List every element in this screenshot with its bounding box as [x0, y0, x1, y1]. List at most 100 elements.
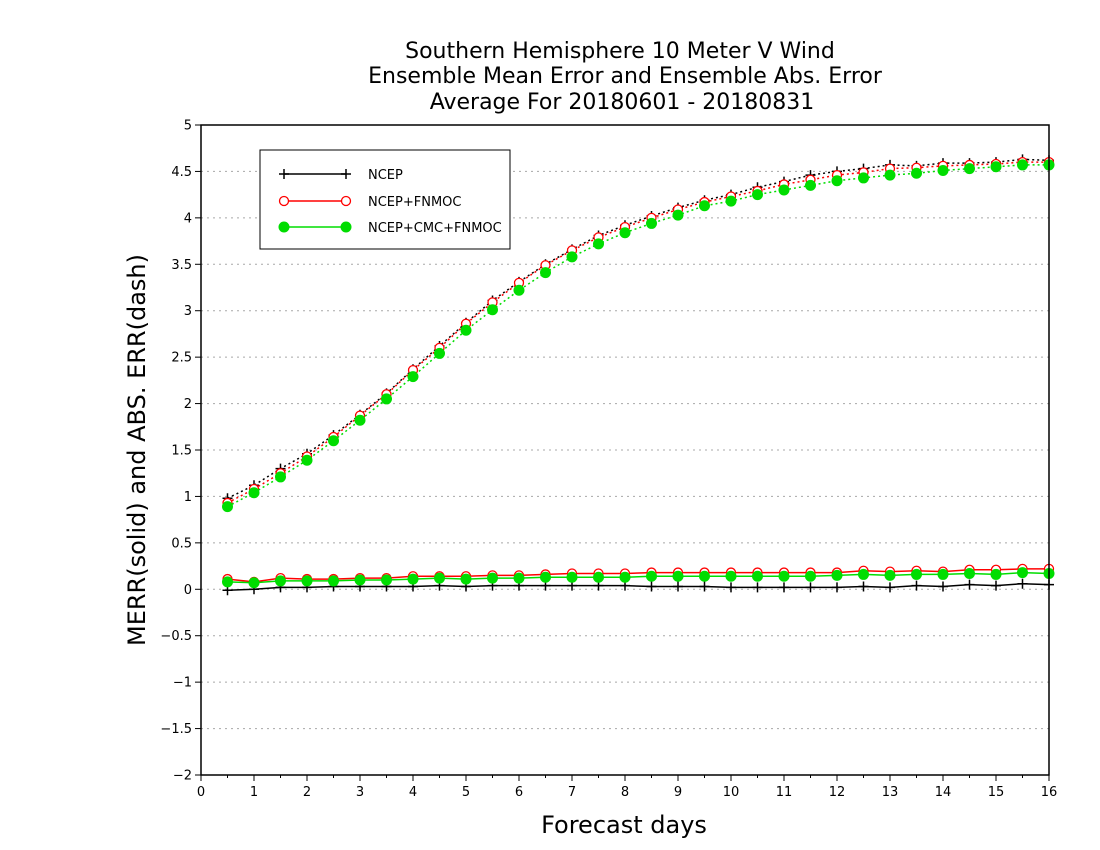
data-point-ncep-merr	[699, 581, 710, 592]
data-point-ncep-merr	[832, 582, 842, 593]
y-tick-label: 4	[184, 211, 192, 226]
data-point-ncep-merr	[752, 582, 763, 593]
data-point-ncep-merr	[646, 581, 657, 592]
data-point-ncep-cmc-fnmoc-merr	[778, 570, 790, 582]
data-point-ncep-cmc-fnmoc-abserr	[381, 393, 392, 405]
data-point-ncep-cmc-fnmoc-merr	[566, 571, 578, 583]
data-point-ncep-cmc-fnmoc-merr	[937, 568, 949, 580]
y-tick-label: 0	[184, 583, 192, 598]
data-point-ncep-cmc-fnmoc-abserr	[301, 454, 313, 466]
data-point-ncep-merr	[885, 582, 895, 593]
y-tick-label: 2.5	[171, 351, 192, 366]
x-tick-label: 12	[829, 785, 846, 800]
data-point-ncep-cmc-fnmoc-abserr	[566, 251, 578, 263]
data-point-ncep-cmc-fnmoc-abserr	[937, 165, 949, 176]
data-point-ncep-cmc-fnmoc-merr	[593, 571, 604, 583]
data-point-ncep-merr	[964, 579, 975, 590]
legend-entry-ncep-fnmoc: NCEP+FNMOC	[278, 195, 461, 210]
x-tick-label: 4	[409, 785, 417, 800]
data-point-ncep-merr	[726, 582, 736, 593]
y-tick-label: 1	[184, 490, 192, 505]
data-point-ncep-cmc-fnmoc-merr	[884, 569, 896, 581]
data-point-ncep-cmc-fnmoc-merr	[540, 571, 551, 583]
chart-title-line-2: Ensemble Mean Error and Ensemble Abs. Er…	[368, 64, 883, 89]
legend-label-ncep: NCEP	[368, 168, 403, 183]
data-point-ncep-cmc-fnmoc-abserr	[778, 184, 790, 196]
data-point-ncep-cmc-fnmoc-merr	[513, 572, 525, 584]
data-point-ncep-cmc-fnmoc-abserr	[354, 414, 366, 426]
data-point-ncep-cmc-fnmoc-merr	[301, 575, 313, 587]
x-tick-label: 0	[197, 785, 205, 800]
data-point-ncep-cmc-fnmoc-merr	[328, 575, 339, 587]
data-point-ncep-merr	[673, 581, 683, 592]
data-point-ncep-cmc-fnmoc-merr	[858, 568, 869, 580]
legend-marker-ncep-cmc-fnmoc-right	[340, 221, 352, 233]
x-tick-label: 14	[935, 785, 952, 800]
data-point-ncep-cmc-fnmoc-merr	[990, 568, 1002, 580]
y-tick-label: −2	[173, 769, 192, 784]
x-tick-label: 2	[303, 785, 311, 800]
data-point-ncep-cmc-fnmoc-abserr	[964, 163, 975, 175]
data-point-ncep-cmc-fnmoc-merr	[407, 573, 419, 585]
legend-marker-ncep-fnmoc-left	[278, 195, 290, 207]
data-point-ncep-cmc-fnmoc-merr	[646, 570, 657, 582]
data-point-ncep-cmc-fnmoc-merr	[911, 568, 922, 580]
data-point-ncep-cmc-fnmoc-abserr	[407, 371, 419, 383]
data-point-ncep-merr	[805, 582, 816, 593]
data-point-ncep-cmc-fnmoc-abserr	[513, 284, 525, 296]
y-tick-label: 3.5	[171, 258, 192, 273]
data-point-ncep-cmc-fnmoc-abserr	[752, 189, 763, 201]
chart-title-line-1: Southern Hemisphere 10 Meter V Wind	[405, 39, 835, 64]
data-point-ncep-cmc-fnmoc-abserr	[328, 435, 339, 447]
x-tick-label: 3	[356, 785, 364, 800]
y-tick-label: −0.5	[160, 629, 192, 644]
x-tick-label: 7	[568, 785, 576, 800]
data-point-ncep-cmc-fnmoc-abserr	[911, 167, 922, 179]
legend-marker-ncep	[279, 169, 351, 179]
legend-marker-ncep-cmc-fnmoc-left	[278, 221, 290, 233]
x-tick-label: 15	[988, 785, 1005, 800]
data-point-ncep-cmc-fnmoc-merr	[222, 576, 233, 588]
x-tick-label: 5	[462, 785, 470, 800]
data-point-ncep-cmc-fnmoc-merr	[434, 572, 445, 584]
data-point-ncep-cmc-fnmoc-merr	[248, 577, 260, 589]
data-point-ncep-cmc-fnmoc-abserr	[805, 179, 816, 191]
y-axis-label: MERR(solid) and ABS. ERR(dash)	[123, 254, 151, 646]
data-point-ncep-cmc-fnmoc-abserr	[646, 217, 657, 229]
data-point-ncep-cmc-fnmoc-abserr	[434, 347, 445, 359]
data-point-ncep-cmc-fnmoc-abserr	[831, 175, 843, 187]
data-point-ncep-cmc-fnmoc-abserr	[222, 501, 233, 513]
legend-entry-ncep: NCEP	[279, 168, 403, 183]
data-point-ncep-cmc-fnmoc-merr	[805, 570, 816, 582]
legend-box	[259, 149, 511, 250]
data-point-ncep-cmc-fnmoc-merr	[619, 571, 631, 583]
data-point-ncep-cmc-fnmoc-abserr	[619, 227, 631, 239]
data-point-ncep-cmc-fnmoc-abserr	[858, 172, 869, 184]
data-point-ncep-cmc-fnmoc-abserr	[540, 267, 551, 279]
y-tick-label: 5	[184, 119, 192, 134]
data-point-ncep-cmc-fnmoc-abserr	[593, 238, 604, 250]
x-axis: 0 1 2 3 4 5 6 7 8 9 10 11 12 13 14 15 16	[197, 775, 1057, 800]
y-tick-label: −1	[173, 676, 192, 691]
y-tick-label: 1.5	[171, 444, 192, 459]
grid	[201, 170, 1049, 730]
data-point-ncep-cmc-fnmoc-abserr	[699, 200, 710, 212]
data-point-ncep-cmc-fnmoc-abserr	[672, 209, 684, 221]
data-point-ncep-cmc-fnmoc-abserr	[725, 195, 737, 207]
data-point-ncep-cmc-fnmoc-abserr	[248, 487, 260, 499]
data-point-ncep-cmc-fnmoc-merr	[381, 574, 392, 586]
legend-label-ncep-cmc-fnmoc: NCEP+CMC+FNMOC	[368, 221, 502, 236]
legend-label-ncep-fnmoc: NCEP+FNMOC	[368, 195, 461, 210]
data-point-ncep-merr	[779, 582, 789, 593]
data-point-ncep-cmc-fnmoc-abserr	[884, 169, 896, 181]
y-tick-label: 4.5	[171, 165, 192, 180]
data-point-ncep-cmc-fnmoc-merr	[725, 570, 737, 582]
data-point-ncep-cmc-fnmoc-merr	[354, 574, 366, 586]
y-tick-label: −1.5	[160, 722, 192, 737]
x-tick-label: 13	[882, 785, 899, 800]
data-point-ncep-cmc-fnmoc-abserr	[990, 161, 1002, 173]
data-point-ncep-cmc-fnmoc-merr	[487, 572, 498, 584]
legend: NCEP NCEP+FNMOC NCEP+CMC+FNMOC	[259, 149, 511, 250]
data-point-ncep-cmc-fnmoc-abserr	[1017, 159, 1028, 171]
